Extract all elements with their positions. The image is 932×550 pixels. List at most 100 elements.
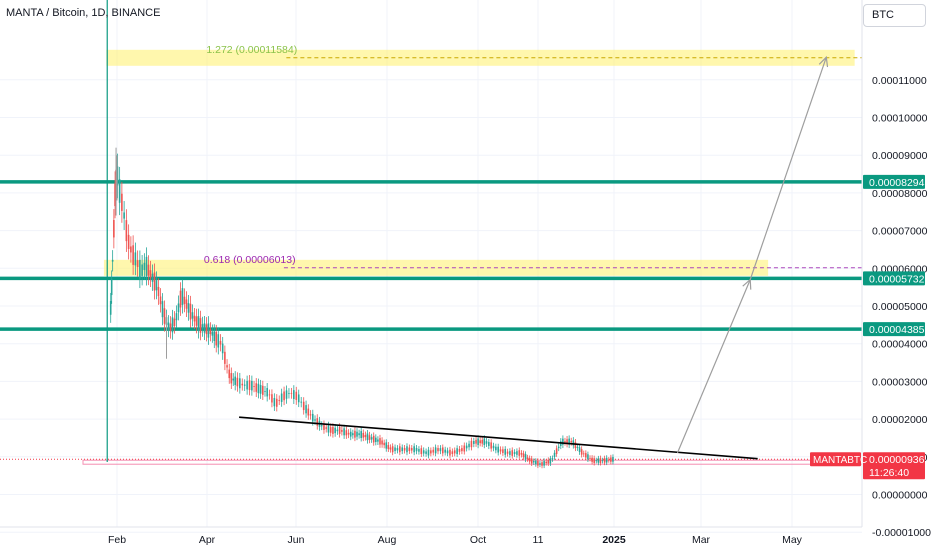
candle-body [385,442,388,449]
candle-body [134,252,137,266]
candle-body [259,385,262,394]
level-price-tag [863,271,925,286]
candle-body [264,391,266,392]
candle-body [221,343,224,354]
candle-body [334,427,336,434]
candle-body [116,166,119,186]
chart-title: MANTA / Bitcoin, 1D, BINANCE [6,7,161,19]
candle-body [543,460,545,466]
candle-body [109,301,112,315]
symbol-label: MANTABTC [813,455,867,466]
candle-body [585,453,587,458]
candle-body [456,448,458,455]
candle-body [562,438,564,445]
candle-body [524,454,527,460]
candle-body [191,312,194,319]
candle-body [183,296,186,304]
candle-body [601,460,604,462]
candle-body [381,440,383,445]
candle-body [468,443,470,448]
candle-body [130,246,132,253]
candle-body [410,448,413,451]
candle-body [528,458,531,462]
candle-body [349,431,352,437]
candle-body [293,390,295,400]
candle-body [537,460,539,466]
candle-body [358,433,360,436]
candle-body [114,183,116,207]
candle-body [228,369,231,379]
candle-body [234,376,237,385]
candle-body [207,323,210,338]
candle-body [329,427,332,433]
current-price-value: 0.00000936 [869,454,925,466]
x-tick-label: May [782,534,803,546]
candle-body [570,441,573,443]
candle-body [485,441,488,444]
candle-body [610,457,612,462]
y-tick-label: -0.00001000 [872,527,931,539]
candle-body [568,438,570,445]
candle-body [175,313,178,321]
level-price-label: 0.00004385 [869,324,925,336]
candle-body [399,446,401,453]
candle-body [215,331,218,346]
candle-body [309,414,312,416]
candle-body [185,299,188,309]
candle-body [121,193,123,211]
candle-body [582,453,585,455]
y-tick-label: 0.00009000 [872,150,928,162]
candle-body [362,432,365,438]
candle-body [504,449,507,455]
candle-body [163,308,166,324]
y-tick-label: 0.00000000 [872,490,928,502]
candle-body [547,459,550,464]
candle-body [368,435,371,440]
candle-body [179,290,182,308]
candle-body [159,296,162,305]
candle-body [403,447,406,451]
candle-body [516,451,518,455]
candle-body [297,394,300,403]
candle-body [125,220,128,242]
x-tick-label: 11 [533,534,544,546]
candle-body [481,439,484,444]
candle-body [532,461,535,463]
candle-body [209,329,212,335]
candle-body [141,264,143,276]
candle-body [589,457,591,459]
candle-body [580,449,583,455]
candle-body [230,373,233,384]
candle-body [283,391,285,401]
drawings[interactable] [106,0,829,462]
candle-body [441,447,444,454]
candle-body [422,450,425,454]
candle-body [366,433,369,441]
candle-body [219,340,222,345]
candle-body [555,448,558,454]
candle-body [391,446,394,453]
candle-body [173,318,176,327]
candle-body [473,440,475,444]
candle-body [243,384,246,386]
candle-body [224,351,226,364]
candle-body [360,431,362,438]
candle-body [257,383,260,394]
candle-body [465,445,468,449]
candle-body [497,446,499,453]
descending-trendline [239,416,758,460]
candle-body [213,331,216,341]
candle-body [336,429,339,432]
candle-body [406,446,408,453]
candle-body [372,435,375,443]
horizontal-levels[interactable] [0,180,862,331]
support-zone [82,459,863,465]
candle-body [151,273,154,282]
candle-body [401,447,404,452]
currency-selector[interactable]: BTC [863,4,926,27]
candle-body [597,458,600,463]
candle-body [157,286,160,297]
candle-body [394,447,396,452]
candle-body [427,449,430,456]
